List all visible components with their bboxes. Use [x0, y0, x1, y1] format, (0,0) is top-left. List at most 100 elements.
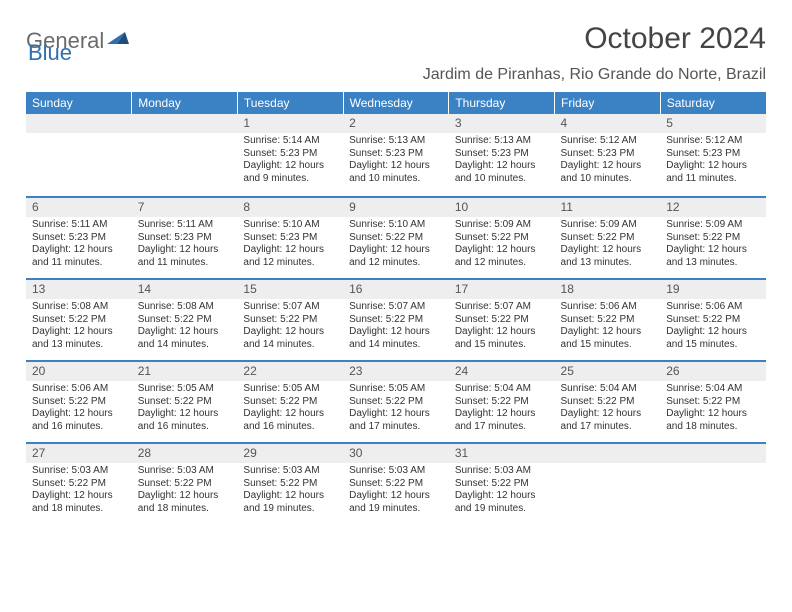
calendar-day-cell: 30Sunrise: 5:03 AMSunset: 5:22 PMDayligh…: [343, 442, 449, 524]
calendar-day-cell: 15Sunrise: 5:07 AMSunset: 5:22 PMDayligh…: [237, 278, 343, 360]
day-number: 30: [343, 444, 449, 463]
daylight-line: Daylight: 12 hours and 11 minutes.: [666, 160, 760, 185]
sunset-line: Sunset: 5:22 PM: [666, 396, 760, 409]
day-details: Sunrise: 5:05 AMSunset: 5:22 PMDaylight:…: [237, 381, 343, 437]
sunrise-line: Sunrise: 5:10 AM: [243, 219, 337, 232]
day-details: Sunrise: 5:03 AMSunset: 5:22 PMDaylight:…: [132, 463, 238, 519]
sunrise-line: Sunrise: 5:11 AM: [138, 219, 232, 232]
sunrise-line: Sunrise: 5:07 AM: [349, 301, 443, 314]
calendar-day-cell: 19Sunrise: 5:06 AMSunset: 5:22 PMDayligh…: [660, 278, 766, 360]
sunset-line: Sunset: 5:22 PM: [138, 396, 232, 409]
sunset-line: Sunset: 5:22 PM: [243, 396, 337, 409]
calendar-day-cell: 7Sunrise: 5:11 AMSunset: 5:23 PMDaylight…: [132, 196, 238, 278]
day-details: Sunrise: 5:04 AMSunset: 5:22 PMDaylight:…: [660, 381, 766, 437]
sunrise-line: Sunrise: 5:08 AM: [32, 301, 126, 314]
daylight-line: Daylight: 12 hours and 15 minutes.: [666, 326, 760, 351]
calendar-day-cell: 13Sunrise: 5:08 AMSunset: 5:22 PMDayligh…: [26, 278, 132, 360]
page-title: October 2024: [584, 22, 766, 56]
day-number: 11: [555, 198, 661, 217]
day-details: Sunrise: 5:04 AMSunset: 5:22 PMDaylight:…: [449, 381, 555, 437]
day-details: Sunrise: 5:12 AMSunset: 5:23 PMDaylight:…: [660, 133, 766, 189]
sunrise-line: Sunrise: 5:07 AM: [243, 301, 337, 314]
day-number: 4: [555, 114, 661, 133]
day-details: Sunrise: 5:04 AMSunset: 5:22 PMDaylight:…: [555, 381, 661, 437]
calendar-week-row: 20Sunrise: 5:06 AMSunset: 5:22 PMDayligh…: [26, 360, 766, 442]
sunset-line: Sunset: 5:22 PM: [349, 314, 443, 327]
sunset-line: Sunset: 5:23 PM: [138, 232, 232, 245]
calendar-day-cell: 17Sunrise: 5:07 AMSunset: 5:22 PMDayligh…: [449, 278, 555, 360]
day-number: 27: [26, 444, 132, 463]
day-number: 31: [449, 444, 555, 463]
sunrise-line: Sunrise: 5:07 AM: [455, 301, 549, 314]
daylight-line: Daylight: 12 hours and 13 minutes.: [666, 244, 760, 269]
day-number: 21: [132, 362, 238, 381]
daylight-line: Daylight: 12 hours and 10 minutes.: [561, 160, 655, 185]
day-number: 29: [237, 444, 343, 463]
weekday-header: Monday: [132, 92, 238, 114]
day-number: 15: [237, 280, 343, 299]
calendar-day-cell: 9Sunrise: 5:10 AMSunset: 5:22 PMDaylight…: [343, 196, 449, 278]
day-details: Sunrise: 5:09 AMSunset: 5:22 PMDaylight:…: [555, 217, 661, 273]
calendar-day-cell: 22Sunrise: 5:05 AMSunset: 5:22 PMDayligh…: [237, 360, 343, 442]
day-details: Sunrise: 5:06 AMSunset: 5:22 PMDaylight:…: [660, 299, 766, 355]
sunset-line: Sunset: 5:22 PM: [32, 314, 126, 327]
daylight-line: Daylight: 12 hours and 9 minutes.: [243, 160, 337, 185]
day-details: Sunrise: 5:08 AMSunset: 5:22 PMDaylight:…: [26, 299, 132, 355]
calendar-day-cell: 6Sunrise: 5:11 AMSunset: 5:23 PMDaylight…: [26, 196, 132, 278]
day-number: 12: [660, 198, 766, 217]
sunrise-line: Sunrise: 5:08 AM: [138, 301, 232, 314]
day-number: 20: [26, 362, 132, 381]
day-number: 23: [343, 362, 449, 381]
daylight-line: Daylight: 12 hours and 19 minutes.: [243, 490, 337, 515]
sunrise-line: Sunrise: 5:03 AM: [349, 465, 443, 478]
calendar-day-cell: 31Sunrise: 5:03 AMSunset: 5:22 PMDayligh…: [449, 442, 555, 524]
calendar-day-cell: 11Sunrise: 5:09 AMSunset: 5:22 PMDayligh…: [555, 196, 661, 278]
calendar-day-cell: [132, 114, 238, 196]
sunset-line: Sunset: 5:22 PM: [666, 314, 760, 327]
day-number: 16: [343, 280, 449, 299]
daylight-line: Daylight: 12 hours and 12 minutes.: [455, 244, 549, 269]
calendar-week-row: 27Sunrise: 5:03 AMSunset: 5:22 PMDayligh…: [26, 442, 766, 524]
sunrise-line: Sunrise: 5:10 AM: [349, 219, 443, 232]
sunrise-line: Sunrise: 5:04 AM: [455, 383, 549, 396]
sunset-line: Sunset: 5:22 PM: [455, 396, 549, 409]
day-number: 19: [660, 280, 766, 299]
calendar-day-cell: 5Sunrise: 5:12 AMSunset: 5:23 PMDaylight…: [660, 114, 766, 196]
sunset-line: Sunset: 5:22 PM: [561, 396, 655, 409]
sunset-line: Sunset: 5:22 PM: [243, 314, 337, 327]
weekday-header: Tuesday: [237, 92, 343, 114]
sunrise-line: Sunrise: 5:06 AM: [666, 301, 760, 314]
calendar-week-row: 6Sunrise: 5:11 AMSunset: 5:23 PMDaylight…: [26, 196, 766, 278]
day-details: Sunrise: 5:12 AMSunset: 5:23 PMDaylight:…: [555, 133, 661, 189]
calendar-day-cell: 27Sunrise: 5:03 AMSunset: 5:22 PMDayligh…: [26, 442, 132, 524]
sunrise-line: Sunrise: 5:03 AM: [455, 465, 549, 478]
sunset-line: Sunset: 5:23 PM: [455, 148, 549, 161]
sunset-line: Sunset: 5:23 PM: [243, 148, 337, 161]
day-details: Sunrise: 5:13 AMSunset: 5:23 PMDaylight:…: [343, 133, 449, 189]
calendar-day-cell: 20Sunrise: 5:06 AMSunset: 5:22 PMDayligh…: [26, 360, 132, 442]
calendar-week-row: 1Sunrise: 5:14 AMSunset: 5:23 PMDaylight…: [26, 114, 766, 196]
sunset-line: Sunset: 5:22 PM: [561, 232, 655, 245]
day-number: 6: [26, 198, 132, 217]
sunset-line: Sunset: 5:22 PM: [455, 478, 549, 491]
day-details: Sunrise: 5:03 AMSunset: 5:22 PMDaylight:…: [449, 463, 555, 519]
sunrise-line: Sunrise: 5:09 AM: [561, 219, 655, 232]
day-details: Sunrise: 5:03 AMSunset: 5:22 PMDaylight:…: [343, 463, 449, 519]
calendar-day-cell: 10Sunrise: 5:09 AMSunset: 5:22 PMDayligh…: [449, 196, 555, 278]
calendar-day-cell: 2Sunrise: 5:13 AMSunset: 5:23 PMDaylight…: [343, 114, 449, 196]
sunrise-line: Sunrise: 5:05 AM: [138, 383, 232, 396]
calendar-day-cell: 3Sunrise: 5:13 AMSunset: 5:23 PMDaylight…: [449, 114, 555, 196]
day-details: Sunrise: 5:03 AMSunset: 5:22 PMDaylight:…: [26, 463, 132, 519]
weekday-header-row: Sunday Monday Tuesday Wednesday Thursday…: [26, 92, 766, 114]
sunset-line: Sunset: 5:22 PM: [138, 478, 232, 491]
sunset-line: Sunset: 5:22 PM: [455, 232, 549, 245]
day-number: 24: [449, 362, 555, 381]
sunset-line: Sunset: 5:23 PM: [243, 232, 337, 245]
calendar-day-cell: 18Sunrise: 5:06 AMSunset: 5:22 PMDayligh…: [555, 278, 661, 360]
calendar-table: Sunday Monday Tuesday Wednesday Thursday…: [26, 92, 766, 524]
sunrise-line: Sunrise: 5:11 AM: [32, 219, 126, 232]
day-details: Sunrise: 5:07 AMSunset: 5:22 PMDaylight:…: [237, 299, 343, 355]
day-details: Sunrise: 5:03 AMSunset: 5:22 PMDaylight:…: [237, 463, 343, 519]
calendar-day-cell: 8Sunrise: 5:10 AMSunset: 5:23 PMDaylight…: [237, 196, 343, 278]
day-details: Sunrise: 5:06 AMSunset: 5:22 PMDaylight:…: [26, 381, 132, 437]
